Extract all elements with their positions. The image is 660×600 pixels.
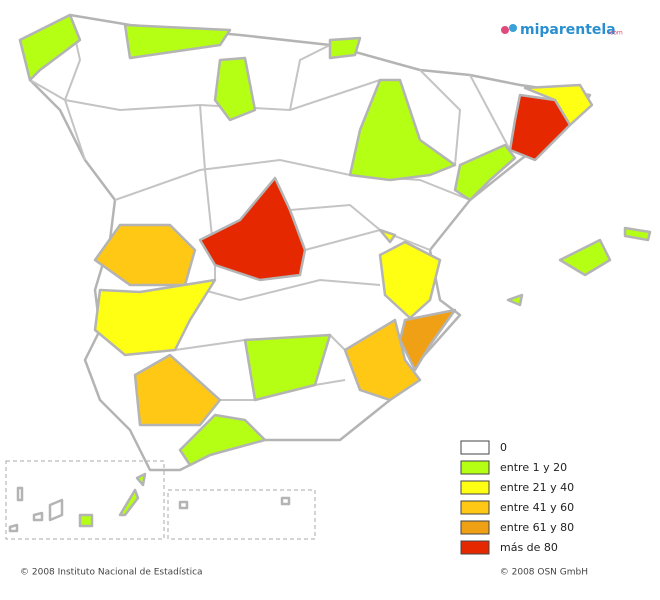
legend-swatch xyxy=(460,460,490,475)
provinces xyxy=(18,13,652,472)
island xyxy=(558,238,612,277)
legend-label: entre 1 y 20 xyxy=(500,461,567,474)
footer-right: © 2008 OSN GmbH xyxy=(500,568,588,578)
province xyxy=(243,333,332,402)
logo-text: miparentela xyxy=(520,22,616,38)
province xyxy=(123,23,232,60)
legend-swatch xyxy=(460,540,490,555)
legend-swatch xyxy=(460,480,490,495)
legend-swatch xyxy=(460,500,490,515)
legend-label: entre 61 y 80 xyxy=(500,521,574,534)
island xyxy=(48,498,64,522)
province xyxy=(328,36,362,60)
inset-frame xyxy=(167,489,316,540)
island xyxy=(118,488,140,517)
province-border xyxy=(289,44,331,111)
island xyxy=(8,523,19,533)
canary-inset xyxy=(5,460,316,540)
island xyxy=(280,496,291,506)
island xyxy=(623,226,652,242)
island xyxy=(178,500,189,510)
province-border xyxy=(419,69,462,166)
province-border xyxy=(469,74,511,151)
province xyxy=(453,143,517,202)
island xyxy=(135,472,147,487)
province xyxy=(398,308,457,372)
footer-left: © 2008 Instituto Nacional de Estadística xyxy=(20,568,203,578)
province-border xyxy=(174,339,246,351)
province xyxy=(93,223,197,287)
province xyxy=(378,240,442,320)
legend-label: 0 xyxy=(500,441,507,454)
logo-icon xyxy=(509,24,517,32)
logo-icon xyxy=(501,26,509,34)
province-border xyxy=(329,334,346,351)
island xyxy=(16,486,24,502)
province xyxy=(178,413,267,467)
province xyxy=(343,318,422,402)
legend-label: entre 41 y 60 xyxy=(500,501,574,514)
legend: 0 entre 1 y 20 entre 21 y 40 entre 41 y 60 e… xyxy=(460,440,574,555)
inset-frame xyxy=(5,460,165,540)
province-border xyxy=(184,278,381,302)
province xyxy=(213,56,257,122)
province xyxy=(198,176,307,282)
island xyxy=(78,513,94,528)
legend-label: entre 21 y 40 xyxy=(500,481,574,494)
province xyxy=(93,278,217,357)
island xyxy=(32,511,44,522)
province-border xyxy=(114,158,471,201)
logo: miparentela .com xyxy=(501,22,623,38)
province xyxy=(508,93,572,162)
province-border xyxy=(289,203,381,231)
legend-swatch xyxy=(460,440,490,455)
legend-swatch xyxy=(460,520,490,535)
province-border xyxy=(199,104,216,280)
island xyxy=(506,293,524,307)
logo-suffix: .com xyxy=(608,30,623,37)
legend-label: más de 80 xyxy=(500,541,558,554)
province xyxy=(133,353,222,427)
province xyxy=(18,13,82,82)
province xyxy=(348,78,457,182)
province xyxy=(378,228,397,244)
province-border xyxy=(29,79,381,112)
